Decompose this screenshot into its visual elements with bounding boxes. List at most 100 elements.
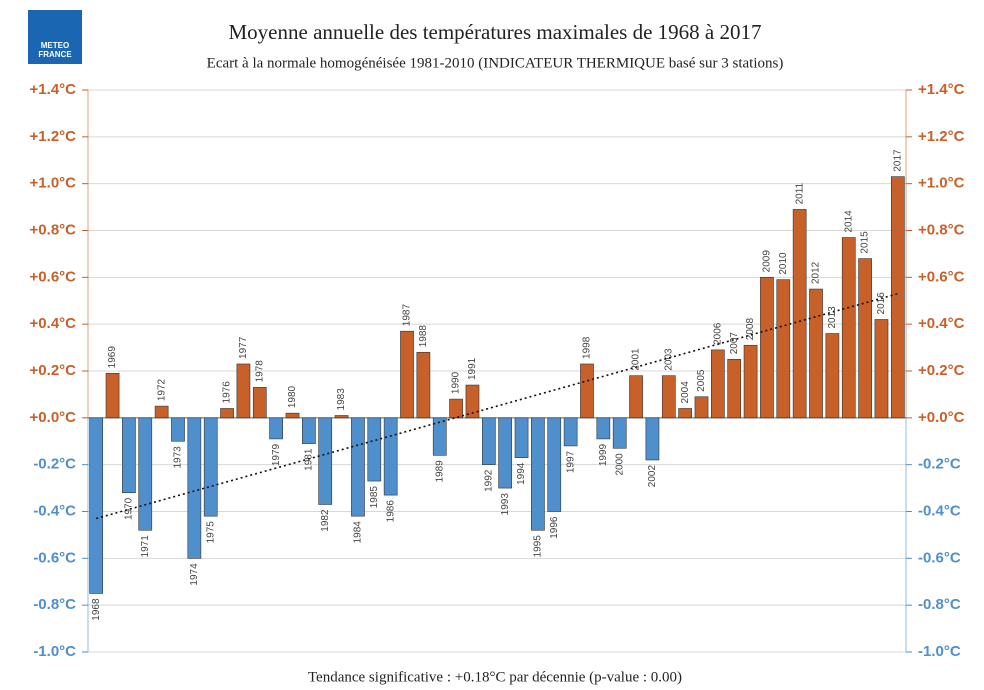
bar-year-label: 1995 <box>533 535 544 558</box>
bar-year-label: 1999 <box>598 443 609 466</box>
bar <box>694 396 709 419</box>
bar <box>874 319 889 419</box>
bar-year-label: 1970 <box>124 497 135 520</box>
bar-year-label: 1997 <box>565 450 576 473</box>
bar-year-label: 1987 <box>402 304 413 327</box>
logo-text: METEO <box>41 41 69 50</box>
y-tick-label: +0.0°C <box>918 409 965 426</box>
bar <box>661 375 676 419</box>
bar <box>105 373 120 419</box>
y-tick-label: +0.4°C <box>918 315 965 332</box>
bar-year-label: 2005 <box>696 369 707 392</box>
y-tick-label: +0.8°C <box>918 221 965 238</box>
bar <box>236 363 251 419</box>
y-tick-label: +1.0°C <box>30 175 77 192</box>
bar <box>154 405 169 419</box>
bar-year-label: 1980 <box>287 385 298 408</box>
logo <box>28 10 82 64</box>
trend-line <box>95 292 899 520</box>
bar-year-label: 2003 <box>663 348 674 371</box>
y-tick-label: -0.2°C <box>33 456 76 473</box>
y-tick-label: -0.6°C <box>918 549 961 566</box>
bar <box>89 417 104 594</box>
bar <box>629 375 643 419</box>
bar-year-label: 1989 <box>434 460 445 483</box>
bar-year-label: 1979 <box>271 443 282 466</box>
bar-year-label: 1975 <box>205 521 216 544</box>
bar <box>318 417 333 505</box>
bar <box>890 176 905 419</box>
y-tick-label: +1.0°C <box>918 175 965 192</box>
bar-year-label: 2013 <box>827 306 838 329</box>
bar <box>514 417 529 458</box>
bar <box>645 417 660 461</box>
bar-year-label: 1985 <box>369 486 380 509</box>
y-tick-label: -0.4°C <box>33 502 76 519</box>
bar-year-label: 2012 <box>811 261 822 284</box>
y-tick-label: +0.6°C <box>30 268 77 285</box>
y-tick-label: -0.2°C <box>918 456 961 473</box>
y-tick-label: +1.4°C <box>918 81 965 98</box>
bar-year-label: 1973 <box>173 446 184 469</box>
y-tick-label: -0.4°C <box>918 502 961 519</box>
bar <box>547 417 562 512</box>
bar <box>563 417 578 447</box>
bar <box>792 209 807 419</box>
bar-year-label: 2001 <box>631 348 642 371</box>
bar <box>122 417 136 494</box>
footer: Tendance significative : +0.18°C par déc… <box>308 669 682 685</box>
bar <box>367 417 382 482</box>
bar <box>302 417 316 444</box>
y-tick-label: -1.0°C <box>918 643 961 660</box>
bar <box>351 417 365 517</box>
bar <box>171 417 185 442</box>
bar <box>481 417 496 465</box>
bar-year-label: 1992 <box>483 469 494 492</box>
bar <box>203 417 218 517</box>
y-tick-label: +1.2°C <box>30 128 77 145</box>
bar <box>825 333 840 419</box>
bar-year-label: 2002 <box>647 465 658 488</box>
bar-year-label: 2007 <box>729 332 740 355</box>
bar <box>776 279 791 419</box>
bar <box>187 417 202 559</box>
y-tick-label: -0.6°C <box>33 549 76 566</box>
bar-year-label: 2006 <box>713 322 724 345</box>
y-tick-label: +1.2°C <box>918 128 965 145</box>
bar-year-label: 2015 <box>860 231 871 254</box>
bar <box>465 384 480 419</box>
bar-year-label: 1994 <box>516 462 527 485</box>
y-tick-label: +0.8°C <box>30 221 77 238</box>
bar-year-label: 2004 <box>680 381 691 404</box>
bar-year-label: 2010 <box>778 252 789 275</box>
bar <box>727 358 742 419</box>
bar <box>612 417 627 449</box>
bar-year-label: 2014 <box>843 210 854 233</box>
bar <box>383 417 398 496</box>
bar <box>711 349 725 419</box>
bar-year-label: 1988 <box>418 325 429 348</box>
bar-year-label: 1971 <box>140 535 151 558</box>
y-tick-label: -1.0°C <box>33 643 76 660</box>
bar <box>580 363 594 419</box>
bar <box>269 417 283 440</box>
bar <box>498 417 513 489</box>
bar-year-label: 1978 <box>254 360 265 383</box>
bar <box>138 417 153 531</box>
bar-year-label: 2008 <box>745 318 756 341</box>
bar <box>416 351 431 419</box>
y-tick-label: +0.2°C <box>30 362 77 379</box>
bar-year-label: 1982 <box>320 509 331 532</box>
bar-year-label: 1984 <box>353 521 364 544</box>
y-tick-label: +0.0°C <box>30 409 77 426</box>
bar <box>809 288 823 419</box>
bar-year-label: 1976 <box>222 381 233 404</box>
bar-year-label: 1977 <box>238 336 249 359</box>
bar <box>252 387 267 419</box>
bar <box>285 412 300 419</box>
logo-text: FRANCE <box>38 50 72 59</box>
bar-year-label: 1986 <box>385 500 396 523</box>
bar <box>531 417 545 531</box>
bar <box>400 330 414 419</box>
